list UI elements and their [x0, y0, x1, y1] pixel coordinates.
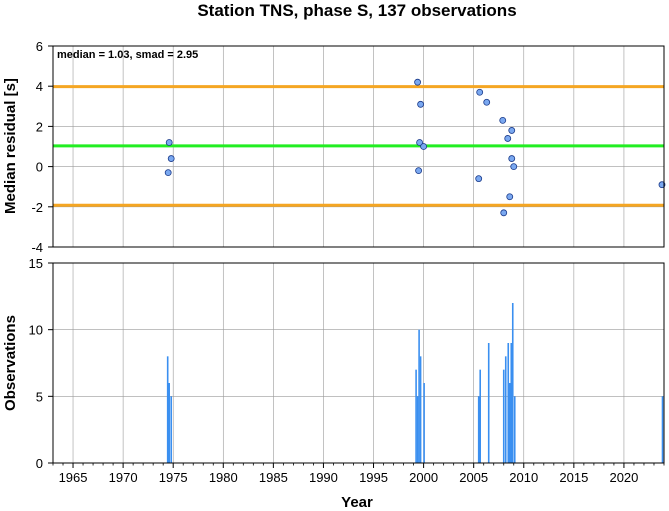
- residual-point: [508, 127, 516, 134]
- y-tick-label: 2: [36, 119, 43, 134]
- observation-bars: [166, 303, 664, 463]
- y-tick-label: -2: [31, 200, 43, 215]
- x-tick-label: 1980: [209, 470, 238, 485]
- residual-point: [414, 78, 421, 86]
- observation-bar: [416, 396, 419, 463]
- x-tick-label: 1985: [259, 470, 288, 485]
- observation-bar: [507, 343, 510, 463]
- residual-point: [658, 181, 666, 189]
- x-tick-label: 1970: [109, 470, 138, 485]
- residual-point: [420, 143, 428, 150]
- observation-bar: [477, 396, 480, 463]
- chart-title: Station TNS, phase S, 137 observations: [197, 1, 516, 20]
- x-tick-label: 1995: [359, 470, 388, 485]
- residual-point: [508, 155, 516, 162]
- observation-bar: [170, 396, 172, 463]
- observation-bar: [510, 343, 513, 463]
- y-tick-label: 4: [36, 79, 43, 94]
- x-tick-label: 2020: [609, 470, 638, 485]
- x-tick-label: 1965: [59, 470, 88, 485]
- observations-panel: 0 5 10 15 1965 1970 1975 1980 1985 1990 1995 2000 2…: [2, 256, 665, 511]
- year-x-ticks: 1965 1970 1975 1980 1985 1990 1995 2000 2005 2010…: [52, 463, 665, 485]
- observations-y-axis-label: Observations: [2, 315, 19, 411]
- observation-bar: [168, 383, 170, 463]
- y-tick-label: 0: [36, 160, 43, 175]
- observation-bar: [479, 369, 481, 463]
- x-tick-label: 2005: [459, 470, 488, 485]
- residual-point: [416, 139, 424, 146]
- residual-point: [167, 155, 175, 162]
- residual-point: [164, 169, 172, 177]
- residual-point: [510, 163, 518, 171]
- y-tick-label: 10: [29, 323, 43, 338]
- observation-bar: [418, 329, 420, 463]
- y-tick-label: 15: [29, 256, 43, 271]
- residual-point: [415, 167, 422, 175]
- observations-y-ticks: 0 5 10 15: [29, 256, 53, 471]
- observation-bar: [166, 356, 169, 463]
- observation-bar: [423, 383, 425, 463]
- y-tick-label: 6: [36, 39, 43, 54]
- residual-point: [500, 209, 508, 217]
- y-tick-label: -4: [31, 240, 43, 255]
- x-tick-label: 1990: [309, 470, 338, 485]
- observation-bar: [415, 369, 417, 463]
- year-x-axis-label: Year: [341, 494, 373, 511]
- residual-point: [506, 193, 514, 201]
- residual-plot-border: [52, 45, 665, 248]
- residual-point: [165, 139, 173, 146]
- y-tick-label: 0: [36, 456, 43, 471]
- residual-point: [504, 135, 512, 142]
- observation-bar: [487, 343, 490, 463]
- residual-point: [475, 175, 483, 183]
- residual-point: [483, 98, 491, 106]
- observation-bar: [504, 356, 507, 463]
- residual-panel: -4 -2 0 2 4 6 median = 1.03, smad = 2.95 Medi…: [2, 39, 666, 255]
- observation-bar: [661, 396, 664, 463]
- x-tick-label: 2000: [409, 470, 438, 485]
- x-tick-label: 2015: [559, 470, 588, 485]
- residual-points: [164, 78, 666, 217]
- residual-point: [417, 100, 425, 108]
- stats-annotation: median = 1.03, smad = 2.95: [57, 49, 198, 61]
- observation-bar: [513, 396, 516, 463]
- observations-plot-frame: [53, 263, 664, 463]
- residual-point: [499, 116, 507, 124]
- observation-bar: [502, 369, 505, 463]
- observation-bar: [508, 383, 511, 463]
- observations-plot-border: [52, 262, 665, 464]
- observation-bar: [511, 303, 514, 463]
- x-tick-label: 1975: [159, 470, 188, 485]
- reference-lines: [53, 85, 664, 207]
- residual-y-ticks: -4 -2 0 2 4 6: [31, 39, 53, 255]
- residual-y-axis-label: Median residual [s]: [2, 78, 19, 214]
- y-tick-label: 5: [36, 389, 43, 404]
- observation-bar: [419, 356, 422, 463]
- x-tick-label: 2010: [509, 470, 538, 485]
- residual-point: [476, 88, 484, 96]
